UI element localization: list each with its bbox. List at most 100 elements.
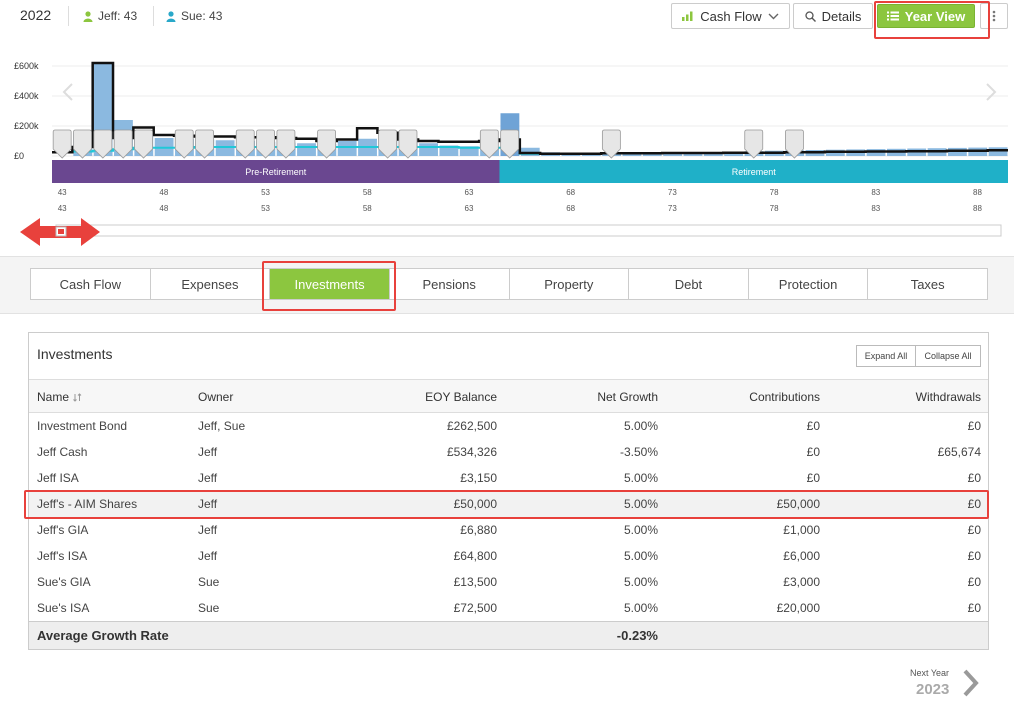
table-row[interactable]: Jeff ISA Jeff £3,150 5.00% £0 £0 <box>29 465 988 491</box>
chart-svg: £600k £400k £200k £0 Pre-Retirement Retireme… <box>14 61 1008 246</box>
event-marker-icon <box>398 129 418 159</box>
event-marker-icon <box>378 129 398 159</box>
age-tick-label: 43 <box>58 204 67 213</box>
cell-owner: Jeff, Sue <box>198 419 246 433</box>
timeline-scrollbar[interactable] <box>55 224 1002 237</box>
cash-flow-label: Cash Flow <box>700 8 762 24</box>
tab-protection[interactable]: Protection <box>749 269 869 299</box>
table-row[interactable]: Jeff Cash Jeff £534,326 -3.50% £0 £65,674 <box>29 439 988 465</box>
chart-bar <box>337 141 357 156</box>
divider <box>153 6 154 26</box>
tab-debt[interactable]: Debt <box>629 269 749 299</box>
cell-eoy-balance: £50,000 <box>453 497 497 511</box>
person-icon <box>166 10 176 22</box>
age-tick-label: 58 <box>363 204 372 213</box>
age-tick-label: 63 <box>465 188 474 197</box>
cell-net-growth: 5.00% <box>623 419 658 433</box>
cell-eoy-balance: £72,500 <box>453 601 497 615</box>
table-row[interactable]: Sue's ISA Sue £72,500 5.00% £20,000 £0 <box>29 595 988 621</box>
chart-bar <box>439 145 459 156</box>
event-marker-icon <box>276 129 296 159</box>
table-row[interactable]: Jeff's - AIM Shares Jeff £50,000 5.00% £50,0… <box>29 491 988 517</box>
tab-property[interactable]: Property <box>510 269 630 299</box>
next-year-caption[interactable]: Next Year <box>910 668 950 678</box>
chart-event-markers <box>52 129 804 159</box>
age-tick-label: 48 <box>159 204 168 213</box>
table-footer: Average Growth Rate -0.23% <box>29 621 988 649</box>
cell-withdrawals: £0 <box>967 601 981 615</box>
average-growth-label: Average Growth Rate <box>37 628 169 643</box>
cell-contributions: £0 <box>806 419 820 433</box>
current-year: 2022 <box>20 7 52 23</box>
tab-expenses[interactable]: Expenses <box>151 269 271 299</box>
expand-all-button[interactable]: Expand All <box>856 345 916 367</box>
average-growth-value: -0.23% <box>616 628 658 643</box>
table-row[interactable]: Investment Bond Jeff, Sue £262,500 5.00% £0 £… <box>29 413 988 439</box>
chart-bar <box>988 147 1008 156</box>
chart-prev-chevron-icon[interactable] <box>62 83 73 101</box>
cash-flow-dropdown[interactable]: Cash Flow <box>671 3 790 29</box>
cell-eoy-balance: £3,150 <box>460 471 497 485</box>
cell-contributions: £6,000 <box>783 549 820 563</box>
section-tabs: Cash Flow Expenses Investments Pensions … <box>30 268 988 300</box>
tab-pensions[interactable]: Pensions <box>390 269 510 299</box>
cell-withdrawals: £65,674 <box>937 445 981 459</box>
event-marker-icon <box>256 129 275 159</box>
cell-name: Jeff's GIA <box>37 523 89 537</box>
chart-bar <box>459 146 479 156</box>
cell-withdrawals: £0 <box>967 419 981 433</box>
event-marker-icon <box>93 129 113 159</box>
y-tick-label: £0 <box>14 151 24 161</box>
sort-icon[interactable] <box>73 392 82 402</box>
next-year-value[interactable]: 2023 <box>916 681 950 698</box>
cell-name: Sue's ISA <box>37 601 90 615</box>
table-row[interactable]: Jeff's GIA Jeff £6,880 5.00% £1,000 £0 <box>29 517 988 543</box>
chart-bar <box>297 143 316 156</box>
cell-withdrawals: £0 <box>967 575 981 589</box>
age-tick-label: 83 <box>871 188 880 197</box>
chart-bar <box>419 143 438 156</box>
y-tick-label: £200k <box>14 121 39 131</box>
chevron-down-icon <box>768 13 779 19</box>
table-row[interactable]: Jeff's ISA Jeff £64,800 5.00% £6,000 £0 <box>29 543 988 569</box>
col-name[interactable]: Name <box>37 390 82 404</box>
phase-label: Pre-Retirement <box>245 167 307 177</box>
tab-investments[interactable]: Investments <box>270 269 390 299</box>
event-marker-icon <box>479 129 499 159</box>
collapse-all-button[interactable]: Collapse All <box>916 345 981 367</box>
cell-contributions: £20,000 <box>776 601 820 615</box>
person-sue-label: Sue: 43 <box>181 9 223 23</box>
panel-title: Investments <box>37 346 113 362</box>
event-marker-icon <box>235 129 255 159</box>
year-view-button[interactable]: Year View <box>877 4 975 28</box>
col-eoy-balance: EOY Balance <box>425 390 497 404</box>
age-tick-label: 88 <box>973 188 982 197</box>
chart-next-chevron-icon[interactable] <box>986 83 997 101</box>
year-view-label: Year View <box>904 8 966 24</box>
next-year-chevron-icon[interactable] <box>960 668 982 698</box>
cell-withdrawals: £0 <box>967 497 981 511</box>
cell-eoy-balance: £262,500 <box>446 419 497 433</box>
col-net-growth: Net Growth <box>597 390 658 404</box>
more-options-button[interactable] <box>980 3 1008 29</box>
details-button[interactable]: Details <box>793 3 873 29</box>
cell-owner: Jeff <box>198 549 218 563</box>
investments-panel: Investments Expand All Collapse All Name… <box>28 332 989 650</box>
col-name-label: Name <box>37 390 70 404</box>
top-bar: 2022 Jeff: 43 Sue: 43 Cash Flow Details … <box>0 0 1014 39</box>
table-header: Name Owner EOY Balance Net Growth Contri… <box>29 379 988 413</box>
table-row[interactable]: Sue's GIA Sue £13,500 5.00% £3,000 £0 <box>29 569 988 595</box>
event-marker-icon <box>113 129 133 159</box>
details-label: Details <box>821 8 862 24</box>
cell-eoy-balance: £64,800 <box>453 549 497 563</box>
cell-name: Jeff ISA <box>37 471 79 485</box>
age-tick-label: 53 <box>261 188 270 197</box>
age-tick-label: 58 <box>363 188 372 197</box>
list-icon <box>886 11 899 21</box>
cell-name: Sue's GIA <box>37 575 91 589</box>
cell-net-growth: 5.00% <box>623 549 658 563</box>
phase-label: Retirement <box>732 167 777 177</box>
cell-contributions: £3,000 <box>783 575 820 589</box>
tab-taxes[interactable]: Taxes <box>910 276 945 292</box>
tab-cash-flow[interactable]: Cash Flow <box>31 269 151 299</box>
